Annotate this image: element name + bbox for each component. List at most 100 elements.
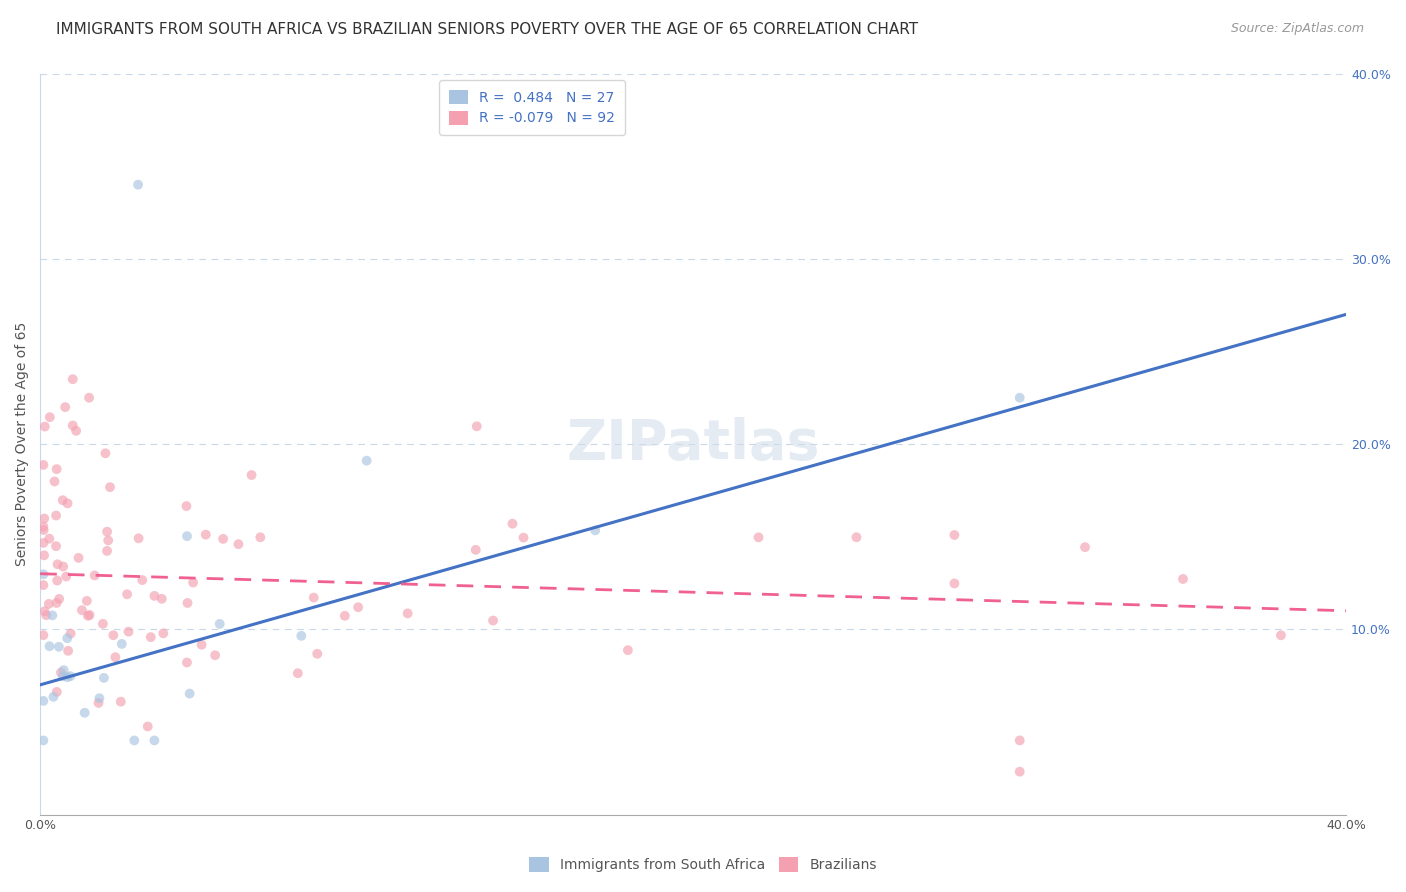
Point (77, 608, 100, 623)
Point (356, 453, 378, 467)
Point (48, 591, 70, 606)
Point (38, 410, 60, 425)
Point (76, 594, 98, 608)
Point (55, 569, 77, 583)
Point (52, 559, 75, 574)
Point (73, 706, 96, 720)
Point (176, 596, 198, 610)
Point (396, 607, 419, 621)
Point (38, 639, 60, 653)
Point (249, 530, 271, 544)
Point (128, 531, 150, 545)
Point (302, 591, 325, 605)
Point (501, 516, 523, 531)
Point (111, 637, 134, 651)
Point (32, 536, 55, 550)
Point (89, 691, 111, 706)
Point (87, 696, 110, 710)
Point (34, 604, 56, 618)
Point (94, 446, 117, 460)
Point (98, 480, 121, 494)
Point (465, 419, 488, 434)
Point (93, 671, 115, 685)
Point (52, 493, 75, 508)
Legend: Immigrants from South Africa, Brazilians: Immigrants from South Africa, Brazilians (520, 849, 886, 880)
Point (464, 542, 486, 557)
Point (181, 575, 204, 590)
Point (287, 666, 309, 681)
Point (32, 733, 55, 747)
Point (127, 178, 149, 192)
Point (34, 419, 56, 434)
Point (512, 531, 534, 545)
Point (117, 624, 139, 639)
Point (32, 458, 55, 472)
Point (583, 524, 606, 538)
Point (45, 462, 67, 476)
Point (96, 544, 118, 558)
Point (32, 511, 55, 525)
Point (62, 372, 84, 386)
Point (1074, 540, 1097, 554)
Point (46, 574, 69, 588)
Point (65, 424, 87, 438)
Point (1270, 628, 1292, 642)
Point (124, 733, 146, 747)
Point (59, 626, 82, 640)
Point (208, 616, 231, 631)
Point (97, 533, 120, 548)
Point (136, 719, 159, 733)
Point (482, 614, 505, 628)
Point (307, 647, 329, 661)
Point (204, 648, 226, 663)
Point (176, 529, 198, 543)
Point (48, 640, 70, 654)
Point (845, 530, 868, 544)
Text: Source: ZipAtlas.com: Source: ZipAtlas.com (1230, 22, 1364, 36)
Point (143, 733, 166, 747)
Point (943, 576, 966, 591)
Point (41, 608, 63, 623)
Point (179, 687, 201, 701)
Point (32, 694, 55, 708)
Point (70, 603, 93, 617)
Point (45, 508, 67, 523)
Point (83, 568, 105, 582)
Point (32, 523, 55, 537)
Point (212, 532, 235, 546)
Point (45, 685, 67, 699)
Point (190, 638, 212, 652)
Point (1008, 733, 1031, 747)
Point (42, 690, 65, 704)
Point (176, 656, 198, 670)
Point (943, 528, 966, 542)
Point (45, 596, 67, 610)
Point (110, 695, 132, 709)
Point (96, 524, 118, 539)
Point (44, 475, 66, 489)
Point (1008, 764, 1031, 779)
Point (131, 573, 153, 587)
Point (194, 527, 217, 541)
Point (59, 669, 82, 683)
Point (1171, 572, 1194, 586)
Point (333, 608, 356, 623)
Point (46, 558, 69, 572)
Point (617, 643, 640, 657)
Point (67, 550, 90, 565)
Text: ZIPatlas: ZIPatlas (567, 417, 820, 471)
Point (52, 669, 75, 683)
Point (79, 607, 101, 622)
Point (62, 418, 84, 433)
Point (35, 608, 58, 623)
Point (38, 532, 60, 546)
Point (32, 628, 55, 642)
Point (152, 626, 174, 640)
Point (32, 567, 55, 582)
Point (150, 591, 173, 606)
Point (56, 670, 79, 684)
Point (32, 519, 55, 533)
Legend: R =  0.484   N = 27, R = -0.079   N = 92: R = 0.484 N = 27, R = -0.079 N = 92 (439, 80, 624, 135)
Point (176, 499, 198, 513)
Point (143, 589, 166, 603)
